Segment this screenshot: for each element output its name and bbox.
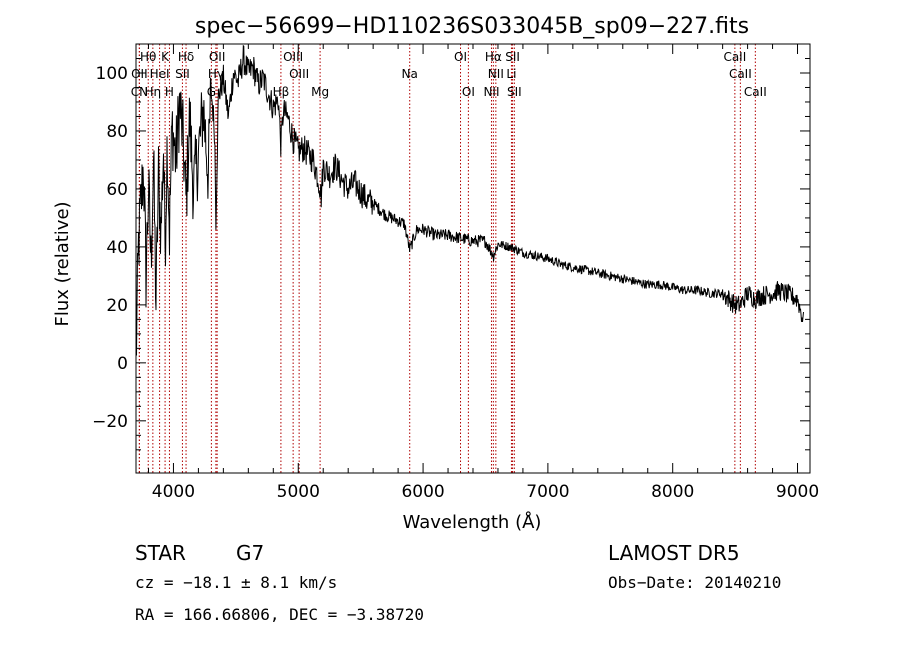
spectral-line-label: OIII — [283, 50, 303, 64]
object-subclass: G7 — [236, 541, 264, 565]
spectral-line-label: OII — [131, 67, 148, 81]
y-tick-label: 0 — [117, 354, 128, 374]
spectral-line-label: SII — [507, 85, 522, 99]
y-tick-label: −20 — [92, 412, 128, 432]
y-tick-label: 100 — [96, 64, 128, 84]
spectral-line-label: SII — [175, 67, 190, 81]
y-tick-label: 60 — [106, 180, 128, 200]
spectral-line-label: SII — [505, 50, 520, 64]
y-tick-label: 20 — [106, 296, 128, 316]
spectral-line-label: Na — [402, 67, 418, 81]
x-tick-label: 6000 — [401, 482, 444, 502]
spectral-line-markers — [138, 44, 756, 473]
spectral-line-label: CaII — [729, 67, 752, 81]
spectral-line-label: OI — [454, 50, 467, 64]
spectral-line-label: K — [161, 50, 170, 64]
survey-name: LAMOST DR5 — [608, 541, 740, 565]
coordinates: RA = 166.66806, DEC = −3.38720 — [135, 605, 424, 624]
spectral-line-label: Hα — [485, 50, 502, 64]
spectral-line-label: Hδ — [178, 50, 194, 64]
chart-title: spec−56699−HD110236S033045B_sp09−227.fit… — [195, 14, 749, 39]
x-tick-label: 5000 — [277, 482, 320, 502]
spectral-line-label: Mg — [311, 85, 329, 99]
y-axis-label: Flux (relative) — [52, 201, 73, 326]
x-tick-label: 8000 — [651, 482, 694, 502]
spectral-line-label: CaII — [744, 85, 767, 99]
observation-date: Obs−Date: 20140210 — [608, 573, 781, 592]
spectral-line-label: NII — [488, 67, 504, 81]
x-tick-label: 9000 — [776, 482, 819, 502]
spectral-line-label: NII — [483, 85, 499, 99]
x-tick-label: 7000 — [526, 482, 569, 502]
x-axis-label: Wavelength (Å) — [403, 511, 542, 533]
spectral-line-label: Hβ — [273, 85, 290, 99]
spectral-line-label: OI — [462, 85, 475, 99]
spectral-line-label: CaII — [723, 50, 746, 64]
redshift-value: cz = −18.1 ± 8.1 km/s — [135, 573, 337, 592]
spectral-line-label: H — [165, 85, 174, 99]
spectral-line-label: Hθ — [140, 50, 156, 64]
spectral-line-label: OIII — [289, 67, 309, 81]
spectral-line-label: OII — [209, 50, 226, 64]
x-axis-ticks: 4000 5000 6000 7000 8000 9000 — [147, 44, 819, 502]
plot-frame — [135, 43, 811, 474]
y-tick-label: 40 — [106, 238, 128, 258]
object-class: STAR — [135, 541, 186, 565]
y-axis-ticks: −20 0 20 40 60 80 100 — [92, 43, 810, 451]
spectrum-line — [135, 44, 804, 356]
x-tick-label: 4000 — [152, 482, 195, 502]
y-tick-label: 80 — [106, 122, 128, 142]
spectral-line-label: Hη — [145, 85, 162, 99]
spectral-line-label: Hγ — [208, 67, 224, 81]
spectral-line-label: HeI — [150, 67, 170, 81]
spectral-line-label: Li — [506, 67, 516, 81]
spectral-line-label: CN — [131, 85, 148, 99]
